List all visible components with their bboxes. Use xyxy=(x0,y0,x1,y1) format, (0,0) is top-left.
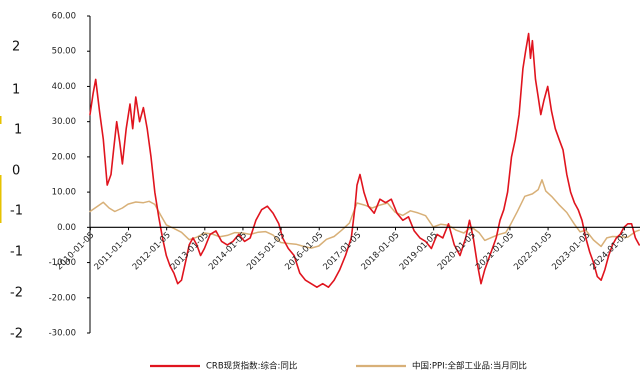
y-tick-label: 10.00 xyxy=(52,188,76,198)
x-tick-label: 2023-01-05 xyxy=(550,230,592,272)
y-tick-label: -10.00 xyxy=(49,258,76,268)
series-layer xyxy=(89,32,640,288)
y-tick-label: 0.00 xyxy=(57,223,76,233)
y-tick-label: -30.00 xyxy=(49,329,76,339)
secondary-axis-label: 0 xyxy=(12,164,20,179)
series-line-crb xyxy=(89,32,640,288)
y-tick-label: -20.00 xyxy=(49,293,76,303)
secondary-axis-label: 2 xyxy=(12,40,20,55)
y-tick-label: 30.00 xyxy=(52,117,76,127)
secondary-axis-label: 1 xyxy=(12,83,20,98)
y-tick-label: 40.00 xyxy=(52,82,76,92)
series-line-ppi xyxy=(89,179,640,249)
secondary-axis-marker xyxy=(0,175,2,223)
x-axis: 2010-01-052011-01-052012-01-052013-01-05… xyxy=(54,226,640,272)
x-tick-label: 2018-01-05 xyxy=(360,230,402,272)
secondary-axis-label: -1 xyxy=(10,245,23,260)
legend: CRB现货指数:综合:同比 中国:PPI:全部工业品:当月同比 xyxy=(150,361,527,372)
y-tick-label: 50.00 xyxy=(52,47,76,57)
x-tick-label: 2022-01-05 xyxy=(512,230,554,272)
y-axis: 60.00 50.00 40.00 30.00 20.00 10.00 0.00 -10.00… xyxy=(49,12,91,339)
secondary-axis-label: -2 xyxy=(10,286,23,301)
secondary-axis-fragment: 2 1 1 0 -1 -1 -2 -2 xyxy=(0,40,23,342)
x-tick-label: 2014-01-05 xyxy=(207,230,249,272)
secondary-axis-label: 1 xyxy=(14,123,22,138)
y-tick-label: 20.00 xyxy=(52,152,76,162)
x-tick-label: 2013-01-05 xyxy=(169,230,211,272)
x-tick-label: 2012-01-05 xyxy=(131,230,173,272)
legend-label-ppi: 中国:PPI:全部工业品:当月同比 xyxy=(412,361,527,372)
x-tick-label: 2017-01-05 xyxy=(321,230,363,272)
legend-label-crb: CRB现货指数:综合:同比 xyxy=(206,361,297,372)
x-tick-label: 2015-01-05 xyxy=(245,230,287,272)
y-tick-label: 60.00 xyxy=(52,12,76,22)
x-tick-label: 2011-01-05 xyxy=(93,230,135,272)
secondary-axis-label: -1 xyxy=(10,204,23,219)
secondary-axis-marker xyxy=(0,116,2,124)
secondary-axis-label: -2 xyxy=(10,327,23,342)
